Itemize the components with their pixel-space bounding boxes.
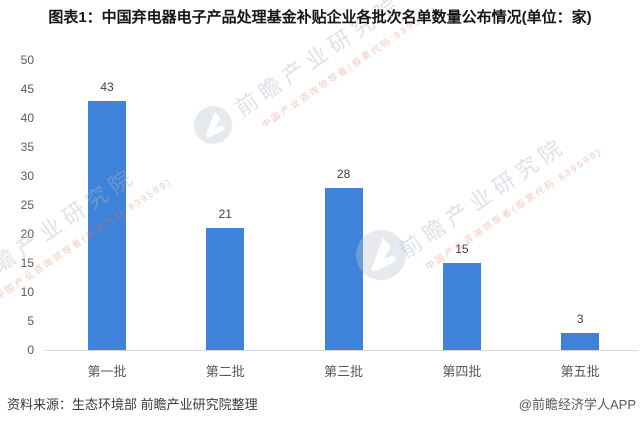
brand-note: @前瞻经济学人APP: [518, 397, 636, 412]
bar-value-label: 21: [218, 207, 232, 222]
bar: [561, 332, 600, 350]
chart-title: 图表1：中国弃电器电子产品处理基金补贴企业各批次名单数量公布情况(单位：家): [48, 9, 592, 26]
x-axis-label: 第一批: [87, 364, 127, 379]
x-axis-label: 第二批: [205, 364, 245, 379]
x-axis-label: 第五批: [560, 364, 600, 379]
bar: [206, 228, 245, 350]
bar: [88, 100, 126, 350]
bar-value-label: 28: [336, 166, 351, 181]
y-tick-label: 35: [20, 140, 34, 154]
y-tick-label: 15: [20, 256, 34, 270]
y-tick-label: 45: [20, 82, 34, 96]
x-axis-label: 第三批: [324, 364, 364, 379]
bar: [324, 187, 363, 350]
bar: [442, 263, 481, 350]
y-tick-label: 30: [20, 169, 34, 183]
bar-value-label: 15: [455, 242, 469, 256]
source-note: 资料来源：生态环境部 前瞻产业研究院整理: [7, 397, 258, 412]
x-axis-line: [45, 350, 638, 351]
y-tick-label: 0: [27, 343, 34, 357]
x-axis-label: 第四批: [442, 364, 482, 379]
bar-value-label: 3: [576, 311, 584, 326]
y-tick-label: 40: [20, 111, 34, 125]
y-tick-label: 10: [20, 285, 34, 299]
y-tick-label: 20: [20, 227, 34, 241]
y-tick-label: 5: [27, 314, 34, 328]
bar-value-label: 43: [100, 79, 114, 94]
y-tick-label: 50: [20, 53, 34, 67]
y-tick-label: 25: [20, 198, 34, 212]
